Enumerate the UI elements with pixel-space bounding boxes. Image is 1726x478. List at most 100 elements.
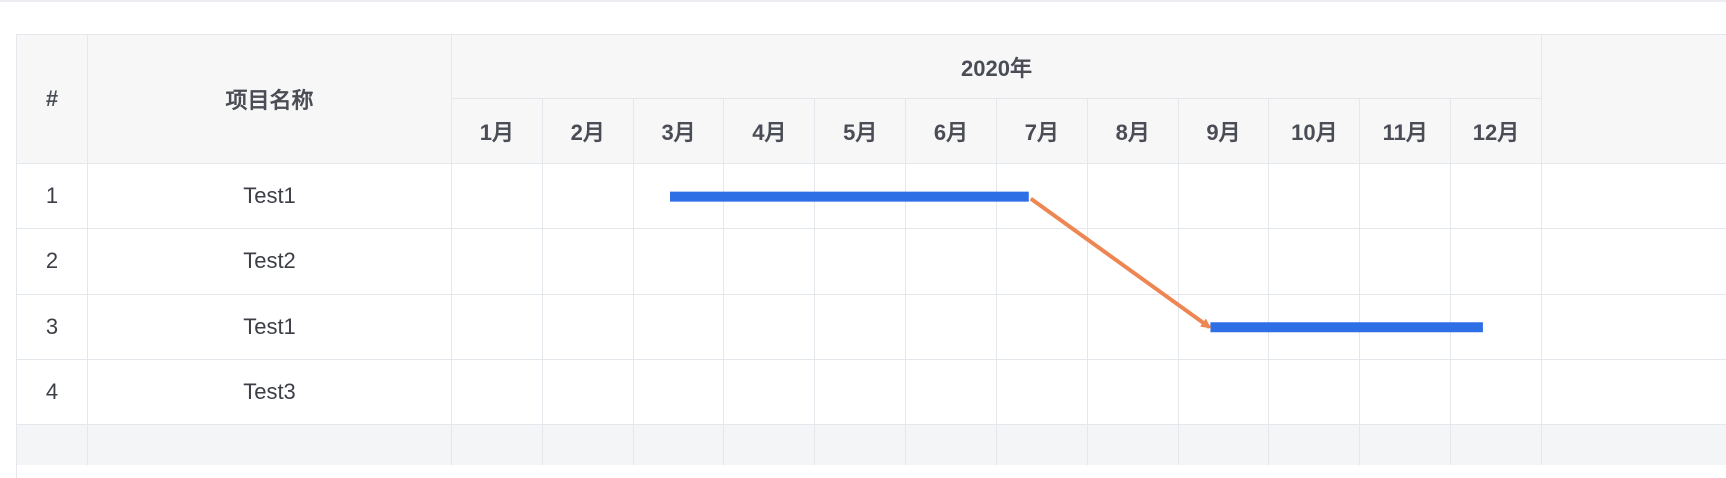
row-index-label: 3 [45,313,59,339]
timeline-cell[interactable] [1269,294,1361,360]
timeline-cell[interactable] [815,229,907,295]
timeline-cell[interactable] [996,359,1088,426]
timeline-cell[interactable] [633,294,725,360]
month-header-label: 12月 [1472,120,1520,145]
month-header-label: 10月 [1291,120,1338,145]
timeline-cell-overflow [1542,164,1726,230]
timeline-cell[interactable] [1360,294,1452,360]
timeline-cell[interactable] [1451,294,1542,360]
timeline-cell[interactable] [1451,164,1542,230]
timeline-cell[interactable] [1360,229,1452,295]
timeline-cell[interactable] [906,164,997,230]
table-row-partial [906,425,997,466]
timeline-cell-overflow [1542,359,1726,426]
table-row-partial [1087,425,1179,466]
timeline-cell[interactable] [1269,359,1361,426]
timeline-cell-overflow [1542,294,1726,360]
timeline-cell[interactable] [452,229,543,295]
table-row-partial [1178,425,1270,466]
month-header-label: 11月 [1382,120,1428,145]
month-header-label: 4月 [752,120,787,145]
timeline-cell[interactable] [542,229,634,295]
index-header-label: # [45,86,59,111]
row-name-cell[interactable]: Test2 [88,229,452,295]
timeline-cell[interactable] [633,359,725,426]
month-header-cell: 10月 [1269,99,1361,164]
month-header-cell: 9月 [1178,99,1270,164]
timeline-cell[interactable] [996,164,1088,230]
timeline-cell[interactable] [1178,164,1270,230]
month-header-label: 9月 [1206,120,1241,145]
timeline-cell[interactable] [724,229,816,295]
month-header-cell: 6月 [906,99,997,164]
table-row-partial [1451,425,1542,466]
name-header-label: 项目名称 [225,88,314,113]
timeline-cell[interactable] [1269,164,1361,230]
row-index-cell: 1 [17,164,88,230]
timeline-cell[interactable] [452,359,543,426]
timeline-cell[interactable] [542,359,634,426]
timeline-cell[interactable] [452,294,543,360]
timeline-cell[interactable] [724,294,816,360]
timeline-cell[interactable] [996,294,1088,360]
month-header-label: 6月 [933,120,969,145]
timeline-cell[interactable] [542,164,634,230]
timeline-cell[interactable] [906,359,997,426]
row-index-label: 1 [45,183,59,209]
timeline-cell[interactable] [906,294,997,360]
timeline-cell[interactable] [633,229,725,295]
table-row-partial [1269,425,1361,466]
month-header-cell: 12月 [1451,99,1542,164]
month-header-cell: 3月 [633,99,725,164]
row-index-label: 4 [45,379,59,405]
timeline-cell[interactable] [996,229,1088,295]
timeline-cell[interactable] [815,164,907,230]
next-year-header [1542,35,1726,164]
timeline-cell[interactable] [906,229,997,295]
table-row-partial [88,425,452,466]
row-index-label: 2 [45,248,59,274]
timeline-cell-overflow [1542,229,1726,295]
timeline-cell[interactable] [724,164,816,230]
name-column-header: 项目名称 [88,35,452,164]
month-header-cell: 5月 [815,99,907,164]
timeline-cell[interactable] [1269,229,1361,295]
gantt-table: # 项目名称 2020年 1月 2月 3月 4月 5月 6月 7月 8月 9月 10月 11月 12月… [16,34,1726,478]
table-row-partial [17,425,88,466]
timeline-cell[interactable] [1178,294,1270,360]
timeline-cell[interactable] [1087,164,1179,230]
table-row-partial [633,425,725,466]
row-name-cell[interactable]: Test1 [88,164,452,230]
timeline-cell[interactable] [1451,359,1542,426]
row-name-label: Test1 [243,313,296,339]
timeline-cell[interactable] [1087,229,1179,295]
row-name-label: Test1 [243,183,296,209]
index-column-header: # [17,35,88,164]
timeline-cell[interactable] [1360,359,1452,426]
row-name-cell[interactable]: Test1 [88,294,452,360]
timeline-cell[interactable] [452,164,543,230]
timeline-cell[interactable] [724,359,816,426]
timeline-cell[interactable] [1087,294,1179,360]
timeline-cell[interactable] [1087,359,1179,426]
table-row-partial [452,425,543,466]
table-row-partial [724,425,816,466]
table-row-partial [996,425,1088,466]
timeline-cell[interactable] [1178,359,1270,426]
month-header-cell: 2月 [542,99,634,164]
timeline-cell[interactable] [542,294,634,360]
month-header-label: 5月 [843,120,878,145]
row-name-cell[interactable]: Test3 [88,359,452,426]
month-header-label: 8月 [1115,120,1150,145]
row-index-cell: 4 [17,359,88,426]
timeline-cell[interactable] [1178,229,1270,295]
timeline-cell[interactable] [633,164,725,230]
timeline-cell[interactable] [815,294,907,360]
timeline-cell[interactable] [1451,229,1542,295]
timeline-cell[interactable] [815,359,907,426]
timeline-cell[interactable] [1360,164,1452,230]
year-header-label: 2020年 [961,55,1032,81]
month-header-cell: 1月 [452,99,543,164]
row-name-label: Test3 [243,379,296,405]
month-header-label: 3月 [661,120,696,145]
